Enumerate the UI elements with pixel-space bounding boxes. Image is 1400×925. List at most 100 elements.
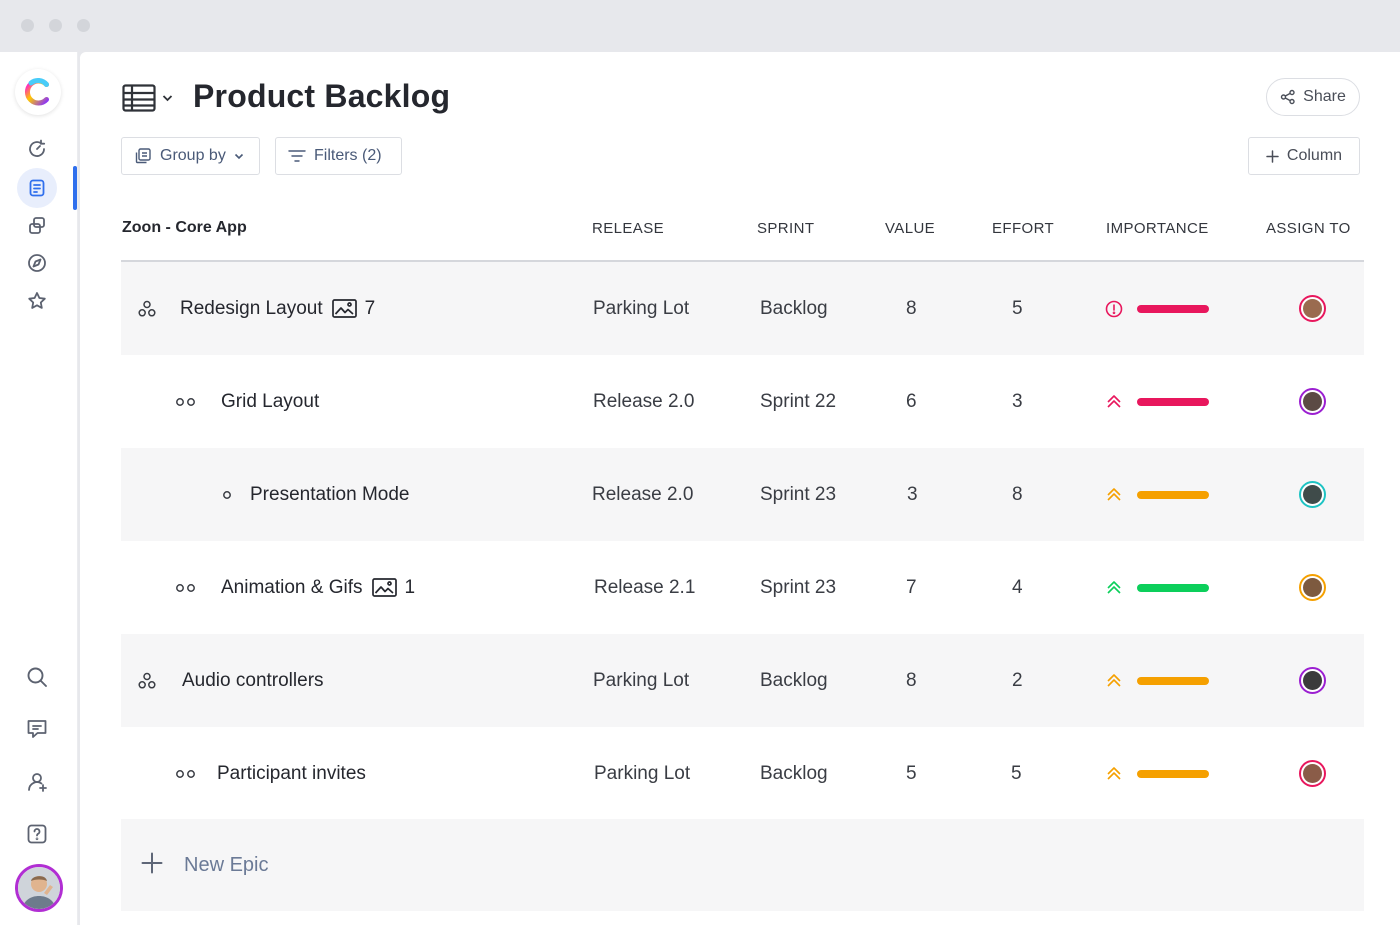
group-by-button[interactable]: Group by (121, 137, 260, 175)
column-header-value[interactable]: VALUE (885, 220, 936, 237)
table-row[interactable]: Presentation Mode Release 2.0 Sprint 23 … (121, 448, 1364, 541)
value-cell[interactable]: 6 (906, 390, 917, 412)
view-switcher[interactable] (122, 84, 173, 112)
assignee-cell[interactable] (1299, 634, 1326, 727)
assignee-avatar[interactable] (1299, 574, 1326, 601)
priority-high-icon (1107, 673, 1121, 687)
window-close-dot[interactable] (21, 19, 34, 32)
table-row[interactable]: Grid Layout Release 2.0 Sprint 22 6 3 (121, 355, 1364, 448)
column-header-sprint[interactable]: SPRINT (757, 220, 815, 237)
importance-cell[interactable] (1105, 727, 1209, 820)
value-cell[interactable]: 3 (907, 483, 918, 505)
importance-bar (1137, 397, 1209, 406)
clickup-logo-icon[interactable] (15, 69, 61, 115)
row-name[interactable]: Grid Layout (175, 355, 319, 448)
priority-high-icon (1107, 487, 1121, 501)
table-row[interactable]: Audio controllers Parking Lot Backlog 8 … (121, 634, 1364, 727)
row-name[interactable]: Animation & Gifs 1 (175, 541, 415, 634)
effort-cell[interactable]: 3 (1012, 390, 1023, 412)
assignee-cell[interactable] (1299, 355, 1326, 448)
table-row[interactable]: Participant invites Parking Lot Backlog … (121, 727, 1364, 820)
value-cell[interactable]: 7 (906, 576, 917, 598)
importance-cell[interactable] (1105, 448, 1209, 541)
sidebar-item-explore[interactable] (17, 243, 57, 283)
column-header-importance[interactable]: IMPORTANCE (1106, 220, 1209, 237)
effort-cell[interactable]: 8 (1012, 483, 1023, 505)
row-name[interactable]: Presentation Mode (221, 448, 410, 541)
share-label: Share (1303, 88, 1346, 105)
sprint-cell[interactable]: Backlog (760, 297, 828, 319)
assignee-avatar[interactable] (1299, 295, 1326, 322)
importance-cell[interactable] (1105, 262, 1209, 355)
user-avatar[interactable] (15, 864, 63, 912)
table-row[interactable]: Redesign Layout 7 Parking Lot Backlog 8 … (121, 262, 1364, 355)
sidebar-item-home[interactable] (17, 129, 57, 169)
sidebar-item-spaces[interactable] (17, 206, 57, 246)
value-cell[interactable]: 5 (906, 762, 917, 784)
compass-icon (28, 254, 46, 272)
importance-cell[interactable] (1105, 541, 1209, 634)
column-label: Column (1286, 147, 1343, 164)
effort-cell[interactable]: 5 (1012, 297, 1023, 319)
layers-icon (29, 217, 45, 234)
main-panel: Product Backlog Share Group by Filters (… (80, 52, 1400, 925)
row-name[interactable]: Audio controllers (136, 634, 324, 727)
sprint-cell[interactable]: Sprint 23 (760, 576, 837, 598)
chevron-down-icon (162, 95, 173, 102)
release-cell[interactable]: Release 2.0 (592, 483, 694, 505)
sidebar-active-indicator (73, 166, 77, 210)
release-cell[interactable]: Parking Lot (593, 297, 690, 319)
new-epic-row[interactable]: New Epic (121, 819, 1364, 911)
group-icon (135, 148, 151, 164)
release-cell[interactable]: Parking Lot (594, 762, 691, 784)
importance-cell[interactable] (1105, 634, 1209, 727)
sidebar-item-invite[interactable] (17, 762, 57, 802)
table-row[interactable]: Animation & Gifs 1 Release 2.1 Sprint 23… (121, 541, 1364, 634)
release-cell[interactable]: Release 2.0 (593, 390, 695, 412)
chevron-down-icon (234, 153, 243, 159)
sprint-cell[interactable]: Sprint 23 (760, 483, 837, 505)
sidebar-item-messages[interactable] (17, 709, 57, 749)
assignee-avatar[interactable] (1299, 667, 1326, 694)
sprint-cell[interactable]: Backlog (760, 669, 828, 691)
note-icon (29, 179, 45, 197)
release-cell[interactable]: Parking Lot (593, 669, 690, 691)
column-header-effort[interactable]: EFFORT (992, 220, 1055, 237)
row-name[interactable]: Participant invites (175, 727, 366, 820)
effort-cell[interactable]: 4 (1012, 576, 1023, 598)
value-cell[interactable]: 8 (906, 297, 917, 319)
window-maximize-dot[interactable] (77, 19, 90, 32)
sprint-cell[interactable]: Sprint 22 (760, 390, 837, 412)
importance-bar (1137, 676, 1209, 685)
plus-icon (1266, 149, 1279, 163)
image-icon (331, 299, 357, 318)
column-header-assign-to[interactable]: ASSIGN TO (1266, 220, 1351, 237)
sidebar-item-notes[interactable] (17, 168, 57, 208)
filters-button[interactable]: Filters (2) (275, 137, 402, 175)
row-name[interactable]: Redesign Layout 7 (136, 262, 375, 355)
assignee-cell[interactable] (1299, 262, 1326, 355)
sidebar-item-search[interactable] (17, 657, 57, 697)
assignee-avatar[interactable] (1299, 481, 1326, 508)
column-header-release[interactable]: RELEASE (592, 220, 664, 237)
sidebar-item-favorites[interactable] (17, 281, 57, 321)
window-minimize-dot[interactable] (49, 19, 62, 32)
effort-cell[interactable]: 2 (1012, 669, 1023, 691)
value-cell[interactable]: 8 (906, 669, 917, 691)
priority-high-icon (1107, 394, 1121, 408)
effort-cell[interactable]: 5 (1011, 762, 1022, 784)
importance-bar (1137, 304, 1209, 313)
add-column-button[interactable]: Column (1248, 137, 1360, 175)
importance-cell[interactable] (1105, 355, 1209, 448)
sprint-cell[interactable]: Backlog (760, 762, 828, 784)
assignee-avatar[interactable] (1299, 388, 1326, 415)
sidebar-item-help[interactable] (17, 814, 57, 854)
share-button[interactable]: Share (1266, 78, 1360, 116)
release-cell[interactable]: Release 2.1 (594, 576, 696, 598)
sidebar-rail (0, 52, 78, 925)
chat-icon (27, 720, 47, 738)
assignee-cell[interactable] (1299, 727, 1326, 820)
assignee-cell[interactable] (1299, 448, 1326, 541)
assignee-cell[interactable] (1299, 541, 1326, 634)
assignee-avatar[interactable] (1299, 760, 1326, 787)
